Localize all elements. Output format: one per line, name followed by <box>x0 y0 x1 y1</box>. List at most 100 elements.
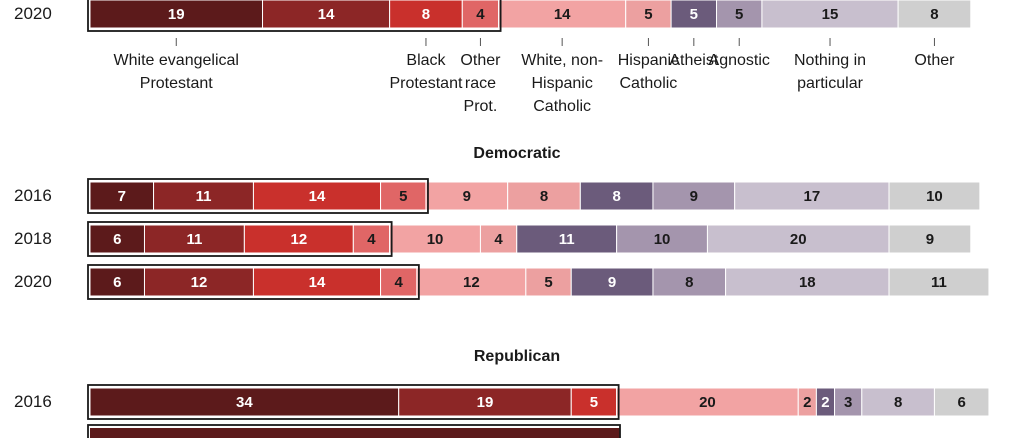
bar-segment <box>389 0 463 29</box>
category-label: Hispanic <box>618 52 679 69</box>
data-label: 19 <box>477 394 494 411</box>
category-label: Other <box>460 52 501 69</box>
category-label: Hispanic <box>531 75 592 92</box>
bar-segment <box>734 181 890 211</box>
outline-box <box>87 264 420 300</box>
data-label: 8 <box>422 6 430 23</box>
category-label: Atheist <box>669 52 718 69</box>
data-label: 11 <box>559 231 575 248</box>
data-label: 10 <box>926 188 943 205</box>
outline-box <box>87 221 393 257</box>
data-label: 34 <box>236 394 253 411</box>
row-2020-top: 2020 19 14 8 4 14 5 5 5 15 8 <box>14 0 972 32</box>
row-2018-democratic: 2018 6 11 12 4 10 4 11 10 20 9 <box>14 221 972 257</box>
data-label: 20 <box>790 231 807 248</box>
category-label: Catholic <box>620 75 678 92</box>
bar-segment <box>461 0 500 29</box>
data-label: 14 <box>318 6 335 23</box>
row-2020-democratic: 2020 6 12 14 4 12 5 9 8 18 11 <box>14 264 990 300</box>
bar-segment <box>516 224 618 254</box>
data-label: 12 <box>290 231 307 248</box>
category-label: Catholic <box>533 98 591 115</box>
top-panel-row: 2020 19 14 8 4 14 5 5 5 15 8 <box>14 0 972 32</box>
bar-segment <box>616 387 799 417</box>
data-label: 9 <box>463 188 471 205</box>
bar-segment <box>380 181 427 211</box>
outline-box <box>87 178 429 214</box>
bar-segment <box>933 387 990 417</box>
row-2016-democratic: 2016 7 11 14 5 9 8 8 9 17 10 <box>14 178 981 214</box>
data-label: 19 <box>168 6 185 23</box>
data-label: 2 <box>821 394 829 411</box>
bar-segment <box>143 267 254 297</box>
bar-segment <box>252 181 382 211</box>
bar-segment <box>652 267 727 297</box>
bar-segment <box>525 267 572 297</box>
bar-segment <box>89 224 145 254</box>
bar-segment <box>897 0 972 29</box>
data-label: 5 <box>690 6 698 23</box>
data-label: 10 <box>654 231 671 248</box>
outline-box <box>87 384 620 420</box>
data-label: 3 <box>844 394 852 411</box>
data-label: 5 <box>644 6 652 23</box>
data-label: 8 <box>685 274 693 291</box>
bar-segment <box>90 428 620 438</box>
bar-segment <box>625 0 672 29</box>
data-label: 18 <box>799 274 816 291</box>
data-label: 14 <box>309 188 326 205</box>
row-2016-republican: 2016 34 19 5 20 2 2 3 8 6 <box>14 384 990 420</box>
bar-segment <box>888 181 981 211</box>
bar-segment <box>652 181 736 211</box>
data-label: 11 <box>196 188 212 205</box>
bar-segment <box>262 0 391 29</box>
year-label: 2018 <box>14 229 52 248</box>
category-label: particular <box>797 75 863 92</box>
data-label: 14 <box>309 274 326 291</box>
bar-segment <box>89 0 264 29</box>
data-label: 10 <box>427 231 444 248</box>
bar-segment <box>380 267 418 297</box>
category-label: Nothing in <box>794 52 866 69</box>
data-label: 5 <box>590 394 598 411</box>
category-label: Protestant <box>389 75 462 92</box>
data-label: 14 <box>554 6 571 23</box>
category-label: Black <box>406 52 446 69</box>
data-label: 6 <box>958 394 966 411</box>
year-label: 2020 <box>14 272 52 291</box>
bar-segment <box>579 181 654 211</box>
bar-segment <box>425 181 509 211</box>
bar-segment <box>498 0 627 29</box>
bar-segment <box>888 224 972 254</box>
outline-box <box>87 424 621 438</box>
bar-segment <box>252 267 382 297</box>
republican-rows: 2016 34 19 5 20 2 2 3 8 6 <box>14 384 990 438</box>
category-label: Protestant <box>140 75 213 92</box>
bar-segment <box>761 0 899 29</box>
data-label: 11 <box>931 274 947 291</box>
category-labels: White evangelical Protestant Black Protesta… <box>114 38 955 115</box>
bar-segment <box>243 224 354 254</box>
data-label: 2 <box>803 394 811 411</box>
data-label: 4 <box>395 274 404 291</box>
bar-segment <box>153 181 254 211</box>
bar-segment <box>416 267 527 297</box>
bar-segment <box>389 224 481 254</box>
category-label: Other <box>914 52 955 69</box>
data-label: 12 <box>191 274 208 291</box>
cropped-next-row <box>87 424 621 438</box>
category-label: Agnostic <box>709 52 770 69</box>
category-label: Prot. <box>464 98 498 115</box>
data-label: 9 <box>608 274 616 291</box>
bar-segment <box>616 224 708 254</box>
data-label: 5 <box>544 274 552 291</box>
bar-segment <box>352 224 391 254</box>
category-label: White evangelical <box>114 52 239 69</box>
outline-box <box>87 0 502 32</box>
bar-segment <box>861 387 935 417</box>
bar-segment <box>670 0 718 29</box>
bar-segment <box>725 267 890 297</box>
data-label: 8 <box>930 6 938 23</box>
